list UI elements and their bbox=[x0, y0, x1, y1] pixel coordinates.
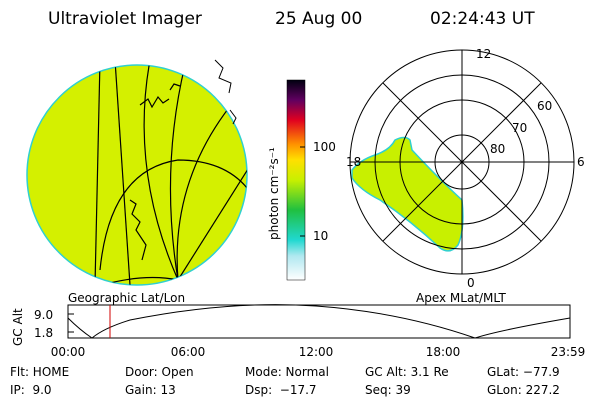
altitude-xtick: 12:00 bbox=[299, 345, 334, 359]
polar-label: Apex MLat/MLT bbox=[416, 291, 506, 305]
info-field: Flt: HOME bbox=[10, 365, 69, 379]
geographic-label: Geographic Lat/Lon bbox=[68, 291, 185, 305]
altitude-ytick: 1.8 bbox=[34, 326, 53, 340]
polar-plot bbox=[349, 49, 575, 275]
mlt-label: 12 bbox=[476, 47, 491, 61]
mlt-label: 0 bbox=[467, 276, 475, 290]
altitude-plot bbox=[67, 304, 571, 339]
colorbar bbox=[286, 79, 306, 281]
colorbar-tick-label: 100 bbox=[313, 140, 336, 154]
info-field: IP: 9.0 bbox=[10, 383, 52, 397]
geographic-image bbox=[26, 59, 248, 286]
info-field: Door: Open bbox=[125, 365, 194, 379]
info-field: Mode: Normal bbox=[245, 365, 329, 379]
lat-label: 60 bbox=[537, 99, 552, 113]
colorbar-tick-label: 10 bbox=[313, 229, 328, 243]
mlt-label: 18 bbox=[346, 155, 361, 169]
info-field: Seq: 39 bbox=[365, 383, 411, 397]
info-field: GLat: −77.9 bbox=[487, 365, 560, 379]
lat-label: 70 bbox=[512, 121, 527, 135]
altitude-ylabel: GC Alt bbox=[11, 308, 25, 346]
altitude-xtick: 00:00 bbox=[51, 345, 86, 359]
lat-label: 80 bbox=[490, 142, 505, 156]
info-field: GLon: 227.2 bbox=[487, 383, 560, 397]
altitude-xtick: 23:59 bbox=[551, 345, 586, 359]
colorbar-label: photon cm⁻²s⁻¹ bbox=[267, 147, 281, 240]
altitude-xtick: 06:00 bbox=[171, 345, 206, 359]
altitude-ytick: 9.0 bbox=[34, 308, 53, 322]
info-panel: Flt: HOME Door: Open Mode: Normal GC Alt: 3… bbox=[10, 365, 560, 397]
info-field: Gain: 13 bbox=[125, 383, 176, 397]
title: Ultraviolet Imager bbox=[48, 9, 202, 29]
date: 25 Aug 00 bbox=[275, 9, 362, 29]
info-field: GC Alt: 3.1 Re bbox=[365, 365, 449, 379]
info-field: Dsp: −17.7 bbox=[245, 383, 317, 397]
mlt-label: 6 bbox=[577, 155, 585, 169]
time: 02:24:43 UT bbox=[430, 9, 535, 29]
altitude-xtick: 18:00 bbox=[426, 345, 461, 359]
